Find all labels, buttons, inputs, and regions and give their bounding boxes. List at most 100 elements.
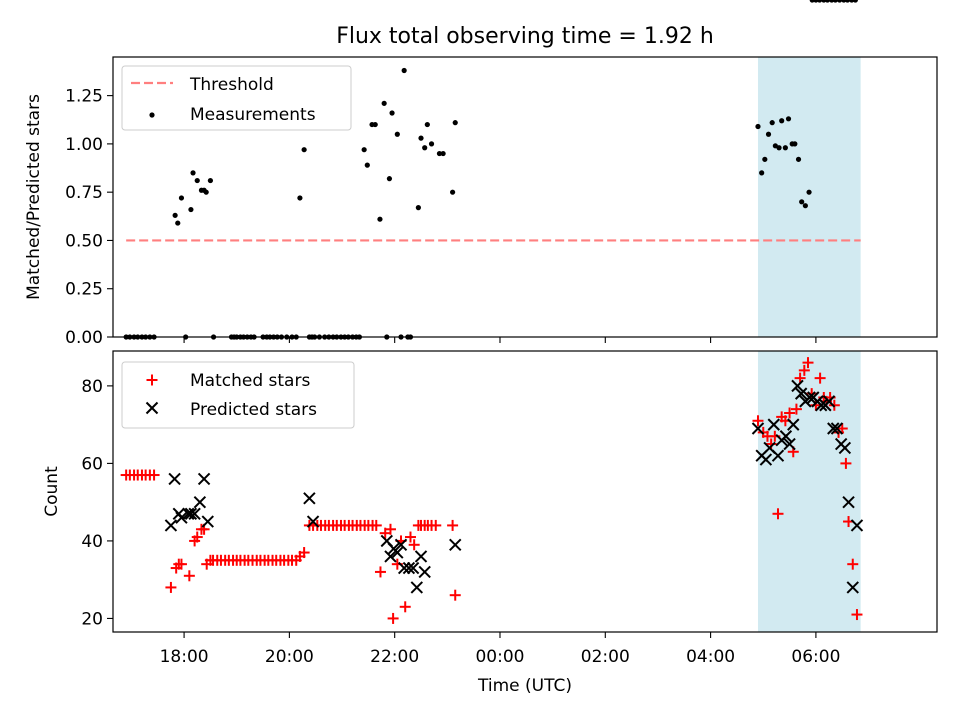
predicted-star-point [767,418,780,431]
figure-title: Flux total observing time = 1.92 h [336,24,714,49]
matched-star-point [798,364,810,376]
x-tick-label: 18:00 [160,647,209,667]
matched-star-point [370,519,382,531]
measurement-point [401,67,407,74]
matched-star-point [183,570,195,582]
measurement-point [389,110,395,116]
measurement-point [372,121,378,128]
predicted-star-point [391,546,404,559]
matched-star-point [851,609,863,621]
matched-star-point [430,519,442,531]
predicted-star-point [414,550,428,563]
predicted-star-point [193,495,207,509]
ratio-panel: 0.00 0.25 0.50 0.75 1.00 1.25 Matched/Predict… [24,0,938,348]
x-tick-label: 20:00 [265,647,314,667]
matched-star-point [784,407,796,419]
count-legend-frame [121,361,355,429]
ratio-y-tick-label: 0.00 [65,328,103,348]
predicted-star-point [201,515,214,528]
count-y-label: Count [42,466,62,517]
measurement-point [769,120,775,126]
measurement-point [175,220,181,226]
ratio-marks [123,0,861,340]
predicted-star-point [164,519,178,532]
matched-star-point [384,523,396,535]
predicted-star-point [418,565,431,579]
measurement-point [172,212,178,218]
ratio-x-ticks [183,337,817,343]
measurement-point [795,156,802,162]
measurement-point [779,118,785,124]
measurement-point [394,131,400,137]
matched-star-point [802,357,814,369]
measurement-point [440,150,446,157]
measurement-point [755,123,761,130]
ratio-panel-frame [112,56,938,338]
predicted-star-point [830,422,844,435]
predicted-star-point [771,449,785,462]
ratio-y-axis: 0.00 0.25 0.50 0.75 1.00 1.25 [65,87,113,348]
legend-measurements-label: Measurements [190,105,316,125]
measurement-point [297,195,303,201]
measurement-point [776,145,782,151]
predicted-star-point [814,399,828,412]
measurement-point [428,141,435,147]
legend-predicted-swatch [145,401,159,415]
matched-star-point [298,547,310,559]
ratio-legend-frame [121,65,352,131]
matched-star-point [408,539,420,551]
measurement-point [386,176,393,182]
ratio-legend: Threshold Measurements [121,65,352,131]
x-tick-label: 04:00 [686,647,735,667]
count-y-tick-label: 80 [81,377,103,397]
measurement-point [190,170,196,176]
measurement-point [194,177,200,184]
count-legend: Matched stars Predicted stars [121,361,355,429]
matched-star-point [836,423,848,435]
count-y-tick-label: 60 [81,454,103,474]
matched-star-point [148,469,160,481]
measurement-point [762,156,768,162]
predicted-star-point [751,422,765,435]
ratio-y-tick-label: 1.25 [65,87,103,107]
measurement-point [418,135,424,141]
count-x-axis: 18:00 20:00 22:00 00:00 02:00 04:00 06:00 [160,632,840,667]
predicted-star-point [791,379,804,393]
predicted-star-point [827,422,840,435]
matched-star-point [175,558,187,570]
measurement-point [207,177,214,184]
legend-plus-mark [146,374,158,386]
matched-star-point [752,415,764,427]
measurement-point [759,170,765,176]
predicted-star-point [410,581,424,594]
legend-matched-swatch [146,374,158,386]
measurement-point [816,0,823,3]
measurement-point [301,147,307,153]
measurement-point [832,0,838,3]
measurement-point [436,150,443,157]
measurement-point [824,0,831,3]
count-y-axis: 20 40 60 80 [81,377,113,629]
measurement-point [364,162,370,168]
predicted-star-point [850,519,864,532]
predicted-star-point [303,492,316,505]
predicted-star-point [394,538,408,552]
count-y-tick-label: 40 [81,532,103,552]
measurement-point [178,195,185,201]
x-tick-label: 02:00 [581,647,630,667]
measurement-point [188,206,194,213]
predicted-star-point [306,515,320,528]
matched-star-point [404,531,416,543]
ratio-y-tick-label: 0.75 [65,183,103,203]
measurement-point [792,141,798,147]
predicted-star-point [803,391,816,404]
measurement-point [361,147,367,153]
matched-star-point [191,531,203,543]
x-tick-label: 22:00 [370,647,419,667]
matched-star-point [840,457,852,469]
matched-star-point [399,601,411,613]
predicted-star-point [402,561,416,575]
matched-star-point [374,566,386,578]
measurement-point [377,216,383,222]
